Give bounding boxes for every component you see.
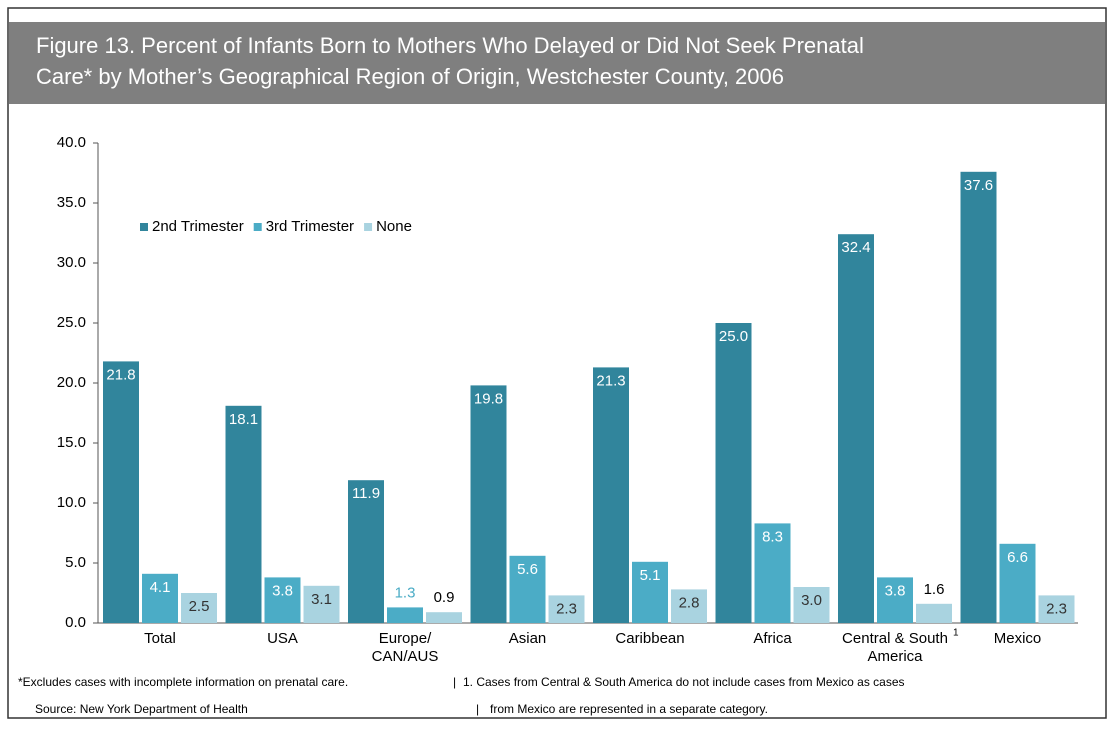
data-label: 6.6: [1007, 549, 1028, 566]
footnote: Source: New York Department of Health: [35, 702, 248, 716]
x-tick-label: Total: [144, 630, 176, 647]
data-label: 0.9: [434, 589, 455, 606]
footnote: 1. Cases from Central & South America do…: [463, 675, 905, 689]
bar: [754, 523, 791, 623]
data-label: 25.0: [719, 328, 748, 345]
bar: [916, 603, 952, 623]
y-tick-label: 25.0: [57, 314, 86, 331]
legend-label: 2nd Trimester: [152, 218, 244, 235]
legend-label: None: [376, 218, 412, 235]
data-label: 1.3: [395, 584, 416, 601]
bar: [509, 555, 546, 623]
bar: [142, 573, 178, 623]
bar: [181, 593, 217, 623]
y-tick-label: 10.0: [57, 494, 86, 511]
footnote: *Excludes cases with incomplete informat…: [18, 675, 348, 689]
y-tick-label: 0.0: [65, 614, 86, 631]
chart-title: Care* by Mother’s Geographical Region of…: [36, 64, 784, 89]
y-tick-label: 40.0: [57, 134, 86, 151]
data-label: 37.6: [964, 177, 993, 194]
y-tick-label: 20.0: [57, 374, 86, 391]
bar: [225, 405, 262, 623]
chart-title: Figure 13. Percent of Infants Born to Mo…: [36, 33, 864, 58]
bar: [877, 577, 913, 623]
x-tick-label: Mexico: [994, 630, 1042, 647]
data-label: 21.8: [106, 366, 135, 383]
x-tick-label: Africa: [753, 630, 792, 647]
data-label: 19.8: [474, 390, 503, 407]
data-label: 3.8: [272, 582, 293, 599]
bar: [470, 385, 507, 623]
bar: [426, 612, 462, 623]
legend-swatch: [140, 223, 148, 231]
data-label: 32.4: [841, 239, 870, 256]
bar: [632, 561, 668, 623]
bar: [715, 323, 752, 623]
bar: [303, 585, 340, 623]
data-label: 3.0: [801, 592, 822, 609]
bar: [348, 480, 384, 623]
data-label: 5.1: [640, 567, 661, 584]
data-label: 18.1: [229, 411, 258, 428]
data-label: 3.8: [885, 582, 906, 599]
x-tick-label: Central & South America: [842, 630, 948, 665]
data-label: 8.3: [762, 528, 783, 545]
bar: [999, 543, 1036, 623]
bar: [548, 595, 585, 623]
x-tick-label: Asian: [509, 630, 547, 647]
data-label: 1.6: [924, 581, 945, 598]
x-tick-label: USA: [267, 630, 298, 647]
bar: [593, 367, 629, 623]
footnote-separator: |: [476, 702, 479, 716]
category-footnote-mark: 1: [953, 628, 959, 639]
y-tick-label: 15.0: [57, 434, 86, 451]
data-label: 2.5: [189, 598, 210, 615]
data-label: 4.1: [150, 579, 171, 596]
bar: [793, 587, 830, 623]
data-label: 3.1: [311, 591, 332, 608]
legend-label: 3rd Trimester: [266, 218, 354, 235]
footnote-separator: |: [453, 675, 456, 689]
legend-swatch: [253, 223, 262, 231]
data-label: 11.9: [352, 485, 380, 502]
x-tick-label: Europe/CAN/AUS: [372, 630, 439, 665]
bar: [103, 361, 139, 623]
bar: [264, 577, 301, 623]
x-tick-label: Caribbean: [615, 630, 684, 647]
bar: [960, 171, 997, 624]
y-tick-label: 35.0: [57, 194, 86, 211]
data-label: 21.3: [596, 372, 625, 389]
bar: [1038, 595, 1075, 623]
data-label: 2.3: [556, 600, 577, 617]
data-label: 2.8: [679, 594, 700, 611]
title-banner: [9, 22, 1105, 104]
legend-swatch: [364, 223, 373, 231]
data-label: 2.3: [1046, 600, 1067, 617]
data-label: 5.6: [517, 561, 538, 578]
y-tick-label: 5.0: [65, 554, 86, 571]
bar: [387, 607, 423, 623]
bar: [671, 589, 707, 623]
y-tick-label: 30.0: [57, 254, 86, 271]
footnote: from Mexico are represented in a separat…: [490, 702, 768, 716]
bar: [838, 234, 874, 623]
